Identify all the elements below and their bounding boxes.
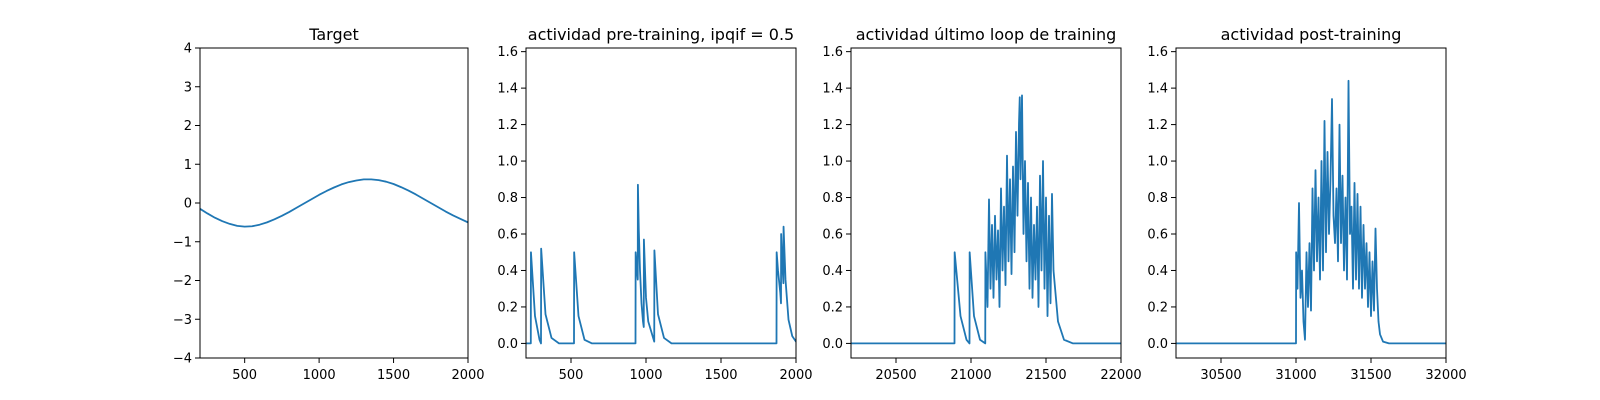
y-tick-label: −1 [173, 235, 192, 250]
y-tick-label: 0.2 [1147, 300, 1168, 315]
panel-title: Target [308, 25, 359, 44]
axes-frame [525, 47, 797, 359]
x-tick-label: 32000 [1425, 368, 1466, 383]
axes-frame [850, 47, 1122, 359]
panel-last-training-loop: actividad último loop de training 20500 2… [822, 25, 1141, 383]
y-tick-label: 1.4 [497, 82, 518, 97]
y-tick-label: 0.6 [1147, 228, 1168, 243]
x-tick-label: 22000 [1100, 368, 1141, 383]
y-tick-label: −2 [173, 274, 192, 289]
y-tick-label: 4 [184, 42, 192, 57]
x-tick-label: 31000 [1275, 368, 1316, 383]
x-tick-label: 1500 [704, 368, 737, 383]
y-tick-label: 0.8 [822, 191, 843, 206]
series-line [526, 183, 796, 345]
panel-title: actividad último loop de training [856, 25, 1117, 44]
y-tick-label: 1.6 [822, 45, 843, 60]
y-tick-label: 0.6 [497, 228, 518, 243]
x-tick-label: 2000 [779, 368, 812, 383]
x-tick-label: 30500 [1200, 368, 1241, 383]
series-line [1176, 79, 1446, 345]
x-tick-label: 2000 [451, 368, 484, 383]
y-tick-label: −4 [173, 352, 192, 367]
y-tick-label: 0.4 [822, 264, 843, 279]
x-tick-label: 21500 [1025, 368, 1066, 383]
y-tick-label: 1.6 [497, 45, 518, 60]
y-tick-label: 0.2 [822, 300, 843, 315]
panel-pre-training: actividad pre-training, ipqif = 0.5 500 1… [497, 25, 812, 383]
x-tick-label: 1500 [377, 368, 410, 383]
y-tick-label: 1.0 [1147, 155, 1168, 170]
y-tick-label: 1.4 [1147, 82, 1168, 97]
panel-post-training: actividad post-training 30500 31000 31500 3… [1147, 25, 1466, 383]
y-tick-label: 1.0 [822, 155, 843, 170]
series-line [851, 94, 1121, 345]
x-tick-label: 31500 [1350, 368, 1391, 383]
y-tick-label: 1.2 [822, 118, 843, 133]
axes-frame [1175, 47, 1447, 359]
y-tick-label: 0 [184, 197, 192, 212]
y-tick-label: 1.4 [822, 82, 843, 97]
x-tick-label: 21000 [950, 368, 991, 383]
x-tick-label: 1000 [629, 368, 662, 383]
y-tick-label: 1 [184, 158, 192, 173]
y-tick-label: 1.0 [497, 155, 518, 170]
x-tick-label: 1000 [303, 368, 336, 383]
panel-title: actividad pre-training, ipqif = 0.5 [528, 25, 794, 44]
series-line [200, 178, 468, 228]
y-tick-label: 0.0 [1147, 337, 1168, 352]
y-tick-label: 1.2 [1147, 118, 1168, 133]
y-tick-label: 0.4 [1147, 264, 1168, 279]
panel-title: actividad post-training [1221, 25, 1402, 44]
y-tick-label: 0.8 [497, 191, 518, 206]
y-tick-label: 1.2 [497, 118, 518, 133]
y-tick-label: 0.0 [822, 337, 843, 352]
x-tick-label: 500 [232, 368, 257, 383]
y-tick-label: 3 [184, 80, 192, 95]
y-tick-label: 0.6 [822, 228, 843, 243]
y-tick-label: 2 [184, 119, 192, 134]
y-tick-label: 0.2 [497, 300, 518, 315]
y-tick-label: 0.8 [1147, 191, 1168, 206]
x-tick-label: 20500 [875, 368, 916, 383]
y-tick-label: 0.4 [497, 264, 518, 279]
panel-target: Target 500 1000 1500 2000 −4 −3 −2 −1 0 1 2 3 4 [173, 25, 485, 383]
y-tick-label: −3 [173, 313, 192, 328]
y-tick-label: 0.0 [497, 337, 518, 352]
x-tick-label: 500 [559, 368, 584, 383]
y-tick-label: 1.6 [1147, 45, 1168, 60]
